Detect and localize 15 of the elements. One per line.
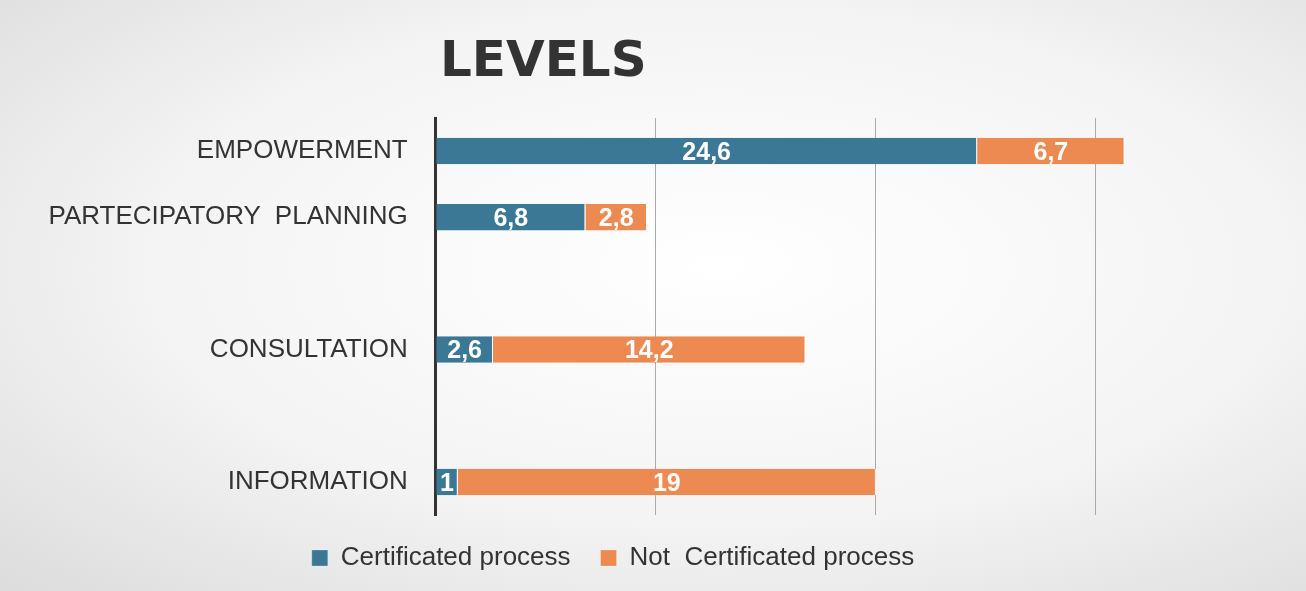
y-tick-label: INFORMATION xyxy=(227,465,408,496)
chart-title: LEVELS xyxy=(440,30,647,88)
y-tick-label: PARTECIPATORY PLANNING xyxy=(48,200,408,231)
legend-label: Not Certificated process xyxy=(629,541,915,572)
data-label: 24,6 xyxy=(682,136,732,165)
legend-label: Certificated process xyxy=(340,541,571,572)
data-label: 19 xyxy=(652,467,681,496)
data-label: 2,6 xyxy=(447,335,482,364)
data-label: 1 xyxy=(440,467,455,496)
y-tick-label: EMPOWERMENT xyxy=(196,134,408,165)
data-label: 6,8 xyxy=(493,203,529,232)
y-tick-label: CONSULTATION xyxy=(209,332,408,363)
data-label: 14,2 xyxy=(624,335,674,364)
data-label: 2,8 xyxy=(598,203,634,232)
data-label: 6,7 xyxy=(1033,136,1069,165)
